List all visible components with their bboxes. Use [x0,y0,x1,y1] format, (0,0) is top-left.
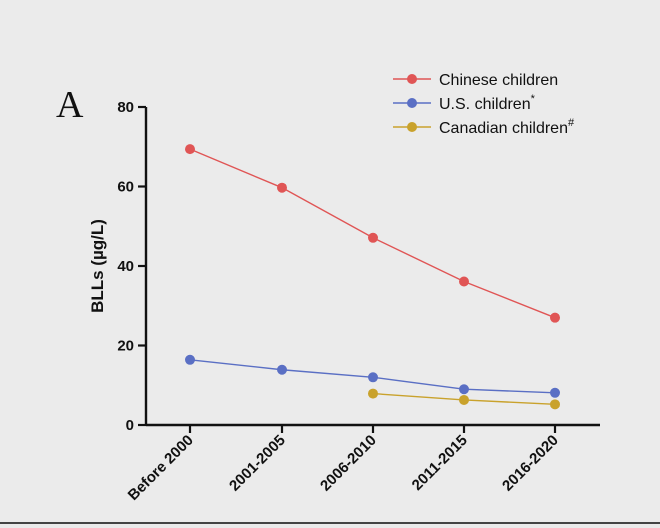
y-tick-label: 80 [117,99,134,116]
data-point [368,232,378,243]
legend: Chinese children U.S. children* Canadian c… [393,72,575,137]
x-tick-label: 2006-2010 [317,432,380,495]
data-point [459,394,469,405]
legend-marker [407,122,417,132]
data-point [459,276,469,287]
series-group [185,144,560,410]
data-point [550,312,560,323]
x-tick-label: 2016-2020 [499,432,562,495]
x-ticks: Before 2000 2001-2005 2006-2010 2011-2015 20… [125,425,562,504]
x-tick-label: 2011-2015 [409,432,471,494]
y-tick-label: 20 [117,338,134,355]
data-point [368,388,378,399]
data-point [277,364,287,375]
legend-label: U.S. children* [439,93,536,113]
data-point [550,387,560,398]
y-tick-label: 60 [117,179,134,196]
x-tick-label: Before 2000 [125,432,197,504]
panel-letter: A [56,84,84,126]
y-axis-label: BLLs (µg/L) [88,219,107,313]
y-tick-label: 0 [126,417,134,434]
legend-marker [407,74,417,84]
legend-label: Chinese children [439,72,558,89]
data-point [368,372,378,383]
y-ticks: 0 20 40 60 80 [117,99,146,434]
y-tick-label: 40 [117,258,134,275]
data-point [185,354,195,365]
legend-footnote-marker: # [568,117,575,129]
data-point [185,144,195,155]
data-point [459,384,469,395]
data-point [550,399,560,410]
legend-label: Canadian children# [439,117,575,137]
legend-marker [407,98,417,108]
bottom-rule [0,522,660,524]
x-tick-label: 2001-2005 [226,432,289,495]
legend-footnote-marker: * [531,93,536,105]
data-point [277,182,287,193]
